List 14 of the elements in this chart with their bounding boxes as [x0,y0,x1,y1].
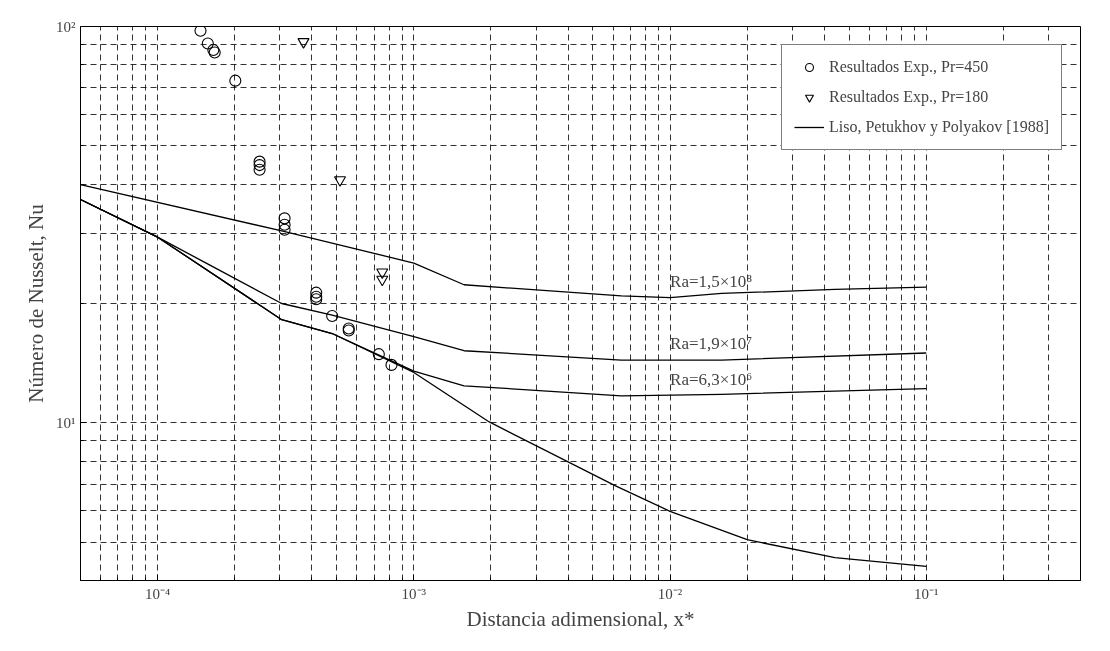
series-label: Ra=1,5×10⁸ [670,271,753,291]
series-label: Ra=1,9×10⁷ [670,334,753,354]
x-tick-label: 10⁻¹ [914,585,939,602]
y-tick-label: 10¹ [56,414,76,431]
x-tick-label: 10⁻⁴ [145,585,171,602]
x-tick-label: 10⁻³ [401,585,427,602]
series-label: Ra=6,3×10⁶ [670,369,753,389]
legend-label: Resultados Exp., Pr=180 [829,88,989,106]
legend-label: Resultados Exp., Pr=450 [829,58,989,76]
legend-label: Liso, Petukhov y Polyakov [1988] [829,118,1049,136]
y-axis-title: Número de Nusselt, Nu [24,203,48,403]
x-axis-title: Distancia adimensional, x* [466,606,695,631]
x-tick-label: 10⁻² [657,585,683,602]
y-tick-label: 10² [56,18,76,35]
